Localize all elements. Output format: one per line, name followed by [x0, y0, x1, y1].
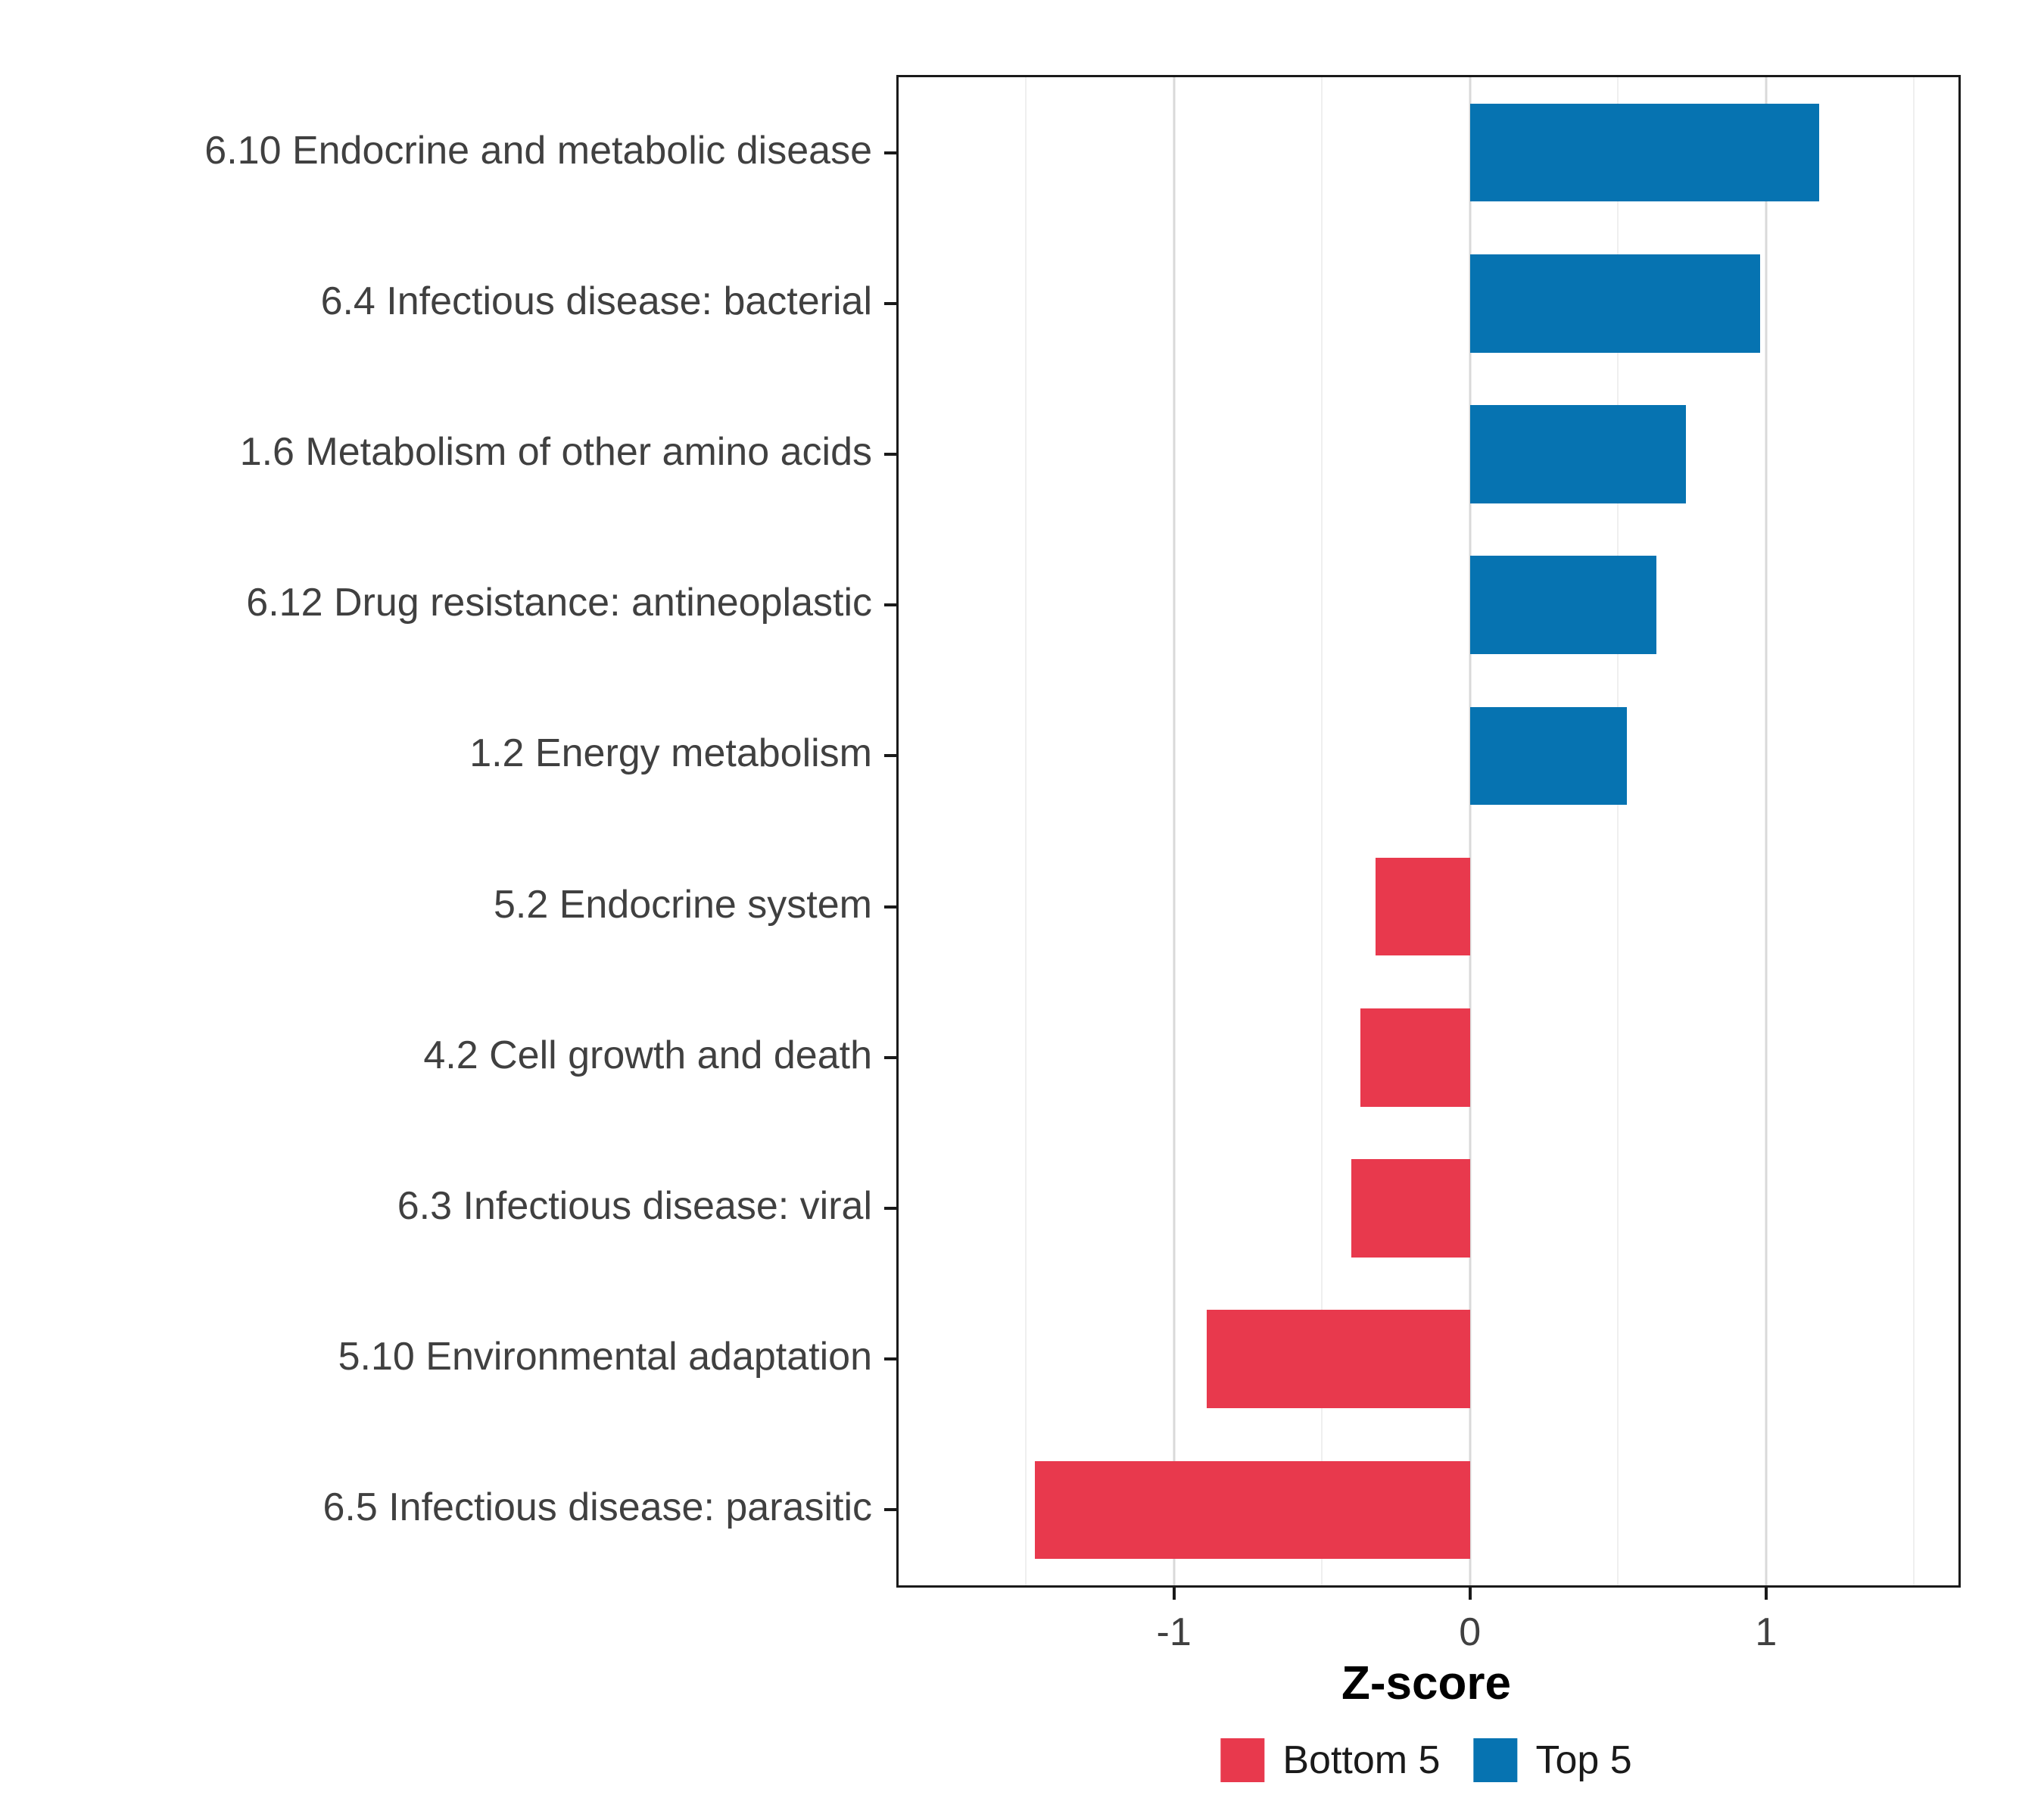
y-axis-tick	[884, 754, 896, 758]
legend: Bottom 5 Top 5	[1220, 1738, 1632, 1783]
y-axis-tick	[884, 603, 896, 607]
bar-top5	[1469, 706, 1627, 806]
y-axis-tick	[884, 905, 896, 908]
y-axis-tick	[884, 151, 896, 154]
bar-bottom5	[1206, 1310, 1470, 1408]
bar-top5	[1469, 254, 1760, 353]
legend-swatch	[1473, 1738, 1518, 1782]
minor-gridline	[1321, 77, 1323, 1585]
major-gridline	[1765, 77, 1768, 1585]
x-axis-tick	[1468, 1588, 1472, 1600]
x-axis-title: Z-score	[1341, 1657, 1511, 1709]
x-axis-tick	[1172, 1588, 1176, 1600]
y-axis-label: 5.2 Endocrine system	[493, 882, 872, 927]
major-gridline	[1173, 77, 1176, 1585]
bar-bottom5	[1034, 1460, 1470, 1560]
y-axis-label: 6.5 Infectious disease: parasitic	[322, 1485, 872, 1530]
legend-swatch	[1220, 1738, 1265, 1782]
y-axis-label: 5.10 Environmental adaptation	[338, 1335, 872, 1379]
legend-label: Bottom 5	[1282, 1738, 1441, 1782]
bar-bottom5	[1360, 1008, 1470, 1107]
minor-gridline	[1617, 77, 1619, 1585]
bar-top5	[1469, 103, 1820, 202]
bar-bottom5	[1375, 857, 1470, 956]
plot-panel: -1 0 1	[884, 75, 1961, 1654]
y-axis-label: 6.12 Drug resistance: antineoplastic	[246, 581, 872, 625]
y-axis-tick	[884, 1055, 896, 1059]
legend-label: Top 5	[1535, 1738, 1632, 1782]
y-axis-tick	[884, 453, 896, 456]
y-axis-tick	[884, 1357, 896, 1361]
y-axis-label: 1.6 Metabolism of other amino acids	[239, 430, 872, 474]
y-axis-tick	[884, 301, 896, 305]
minor-gridline	[1025, 77, 1027, 1585]
x-axis-tick-label: -1	[1156, 1610, 1192, 1654]
x-axis-tick-label: 0	[1459, 1610, 1482, 1654]
bar-top5	[1469, 405, 1687, 503]
y-axis-label: 6.10 Endocrine and metabolic disease	[204, 128, 872, 173]
y-axis-label: 1.2 Energy metabolism	[469, 731, 872, 776]
y-axis-labels: 6.10 Endocrine and metabolic disease 6.4 …	[0, 75, 872, 1583]
y-axis-label: 6.3 Infectious disease: viral	[397, 1184, 872, 1229]
legend-item: Top 5	[1473, 1738, 1632, 1783]
minor-gridline	[1913, 77, 1915, 1585]
bar-bottom5	[1351, 1159, 1470, 1258]
y-axis-label: 6.4 Infectious disease: bacterial	[320, 279, 872, 323]
bar-top5	[1469, 556, 1657, 654]
y-axis-tick	[884, 1207, 896, 1210]
x-axis-tick-label: 1	[1755, 1610, 1778, 1654]
major-gridline	[1469, 77, 1472, 1585]
x-axis-tick	[1764, 1588, 1768, 1600]
legend-item: Bottom 5	[1220, 1738, 1440, 1783]
y-axis-tick	[884, 1508, 896, 1512]
y-axis-label: 4.2 Cell growth and death	[423, 1033, 872, 1077]
